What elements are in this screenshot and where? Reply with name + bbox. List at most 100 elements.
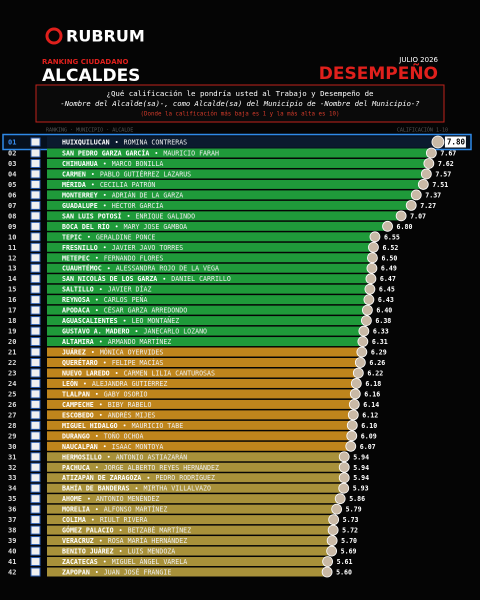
municipality: ALTAMIRA — [62, 338, 94, 346]
municipality: GUADALUPE — [62, 202, 98, 210]
avatar — [347, 409, 359, 421]
party-icon — [30, 399, 41, 409]
mayor: MÓNICA OYERVIDES — [100, 348, 164, 357]
rank: 38 — [8, 527, 16, 535]
avatar — [334, 493, 346, 505]
municipality: SAN LUIS POTOSÍ — [62, 211, 122, 220]
municipality: VERACRUZ — [62, 537, 94, 545]
municipality: ATIZAPÁN DE ZARAGOZA — [62, 473, 141, 482]
separator — [99, 340, 102, 343]
avatar — [321, 566, 333, 578]
rank: 40 — [8, 548, 16, 556]
bar — [47, 242, 376, 252]
rank: 24 — [8, 380, 16, 388]
separator — [99, 413, 102, 416]
bar — [47, 504, 339, 514]
logo-icon — [45, 27, 63, 45]
municipality: ZAPOPAN — [62, 569, 90, 577]
separator — [119, 550, 122, 553]
party-icon — [30, 473, 41, 483]
separator — [115, 141, 118, 143]
avatar — [354, 357, 366, 368]
row-label: APODACA CÉSAR GARZA ARREDONDO — [62, 306, 187, 315]
date: JULIO 2026 — [398, 56, 438, 64]
row-label: HERMOSILLO ANTONIO ASTIAZARÁN — [62, 452, 187, 461]
bar — [47, 347, 364, 357]
row-label: NUEVO LAREDO CARMEN LILIA CANTUROSAS — [62, 369, 215, 377]
bar — [47, 158, 431, 168]
bar — [47, 326, 366, 336]
party-icon — [30, 337, 41, 347]
party-icon — [30, 431, 41, 441]
bar — [47, 525, 336, 535]
municipality: BAHÍA DE BANDERAS — [62, 484, 130, 493]
row-label: JUÁREZ MÓNICA OYERVIDES — [62, 348, 163, 357]
party-icon — [30, 158, 41, 168]
rank: 27 — [8, 411, 16, 419]
municipality: TEPIC — [62, 233, 82, 241]
party-icon — [30, 232, 41, 242]
bar — [47, 337, 365, 347]
bar — [47, 221, 390, 231]
municipality: PACHUCA — [62, 464, 90, 472]
separator — [115, 371, 118, 374]
question-line: ¿Qué calificación le pondría usted al Tr… — [107, 89, 375, 98]
bar — [47, 410, 356, 420]
value-label: 5.93 — [353, 485, 369, 493]
mayor: MAURICIO TABE — [132, 422, 184, 430]
separator — [123, 424, 126, 427]
rank: 17 — [8, 307, 16, 315]
party-icon — [30, 347, 41, 357]
bar — [47, 389, 358, 399]
party-icon — [30, 242, 41, 252]
mayor: LUIS MENDOZA — [128, 548, 176, 556]
value-label: 7.37 — [425, 191, 441, 199]
row-label: DURANGO TOÑO OCHOA — [62, 431, 144, 440]
separator — [95, 571, 98, 573]
municipality: METEPEC — [62, 254, 90, 262]
avatar — [368, 241, 379, 253]
party-icon — [30, 137, 41, 147]
avatar — [395, 210, 407, 222]
bar — [47, 179, 426, 189]
value-label: 6.47 — [380, 275, 396, 283]
bar — [47, 567, 330, 577]
value-label: 6.10 — [361, 422, 377, 430]
bar — [47, 190, 419, 200]
row-label: CAMPECHE BIBY RABELO — [62, 401, 151, 409]
mayor: ANDRÉS MIJES — [108, 410, 156, 419]
value-label: 6.29 — [371, 349, 387, 357]
municipality: BENITO JUÁREZ — [62, 547, 114, 556]
party-icon — [30, 494, 41, 504]
question-note: (Donde la calificación más baja es 1 y l… — [141, 111, 340, 118]
bar — [47, 557, 330, 567]
rank: 35 — [8, 495, 16, 503]
separator — [95, 309, 98, 312]
value-label: 6.16 — [364, 390, 380, 398]
separator — [95, 256, 98, 259]
mayor: DANIEL CARRILLO — [171, 275, 231, 283]
value-label: 6.38 — [375, 317, 391, 325]
separator — [95, 434, 98, 437]
avatar — [326, 535, 338, 546]
municipality: SALTILLO — [62, 286, 94, 294]
avatar — [348, 398, 360, 410]
municipality: APODACA — [62, 307, 90, 315]
bar — [47, 441, 353, 451]
bar — [47, 536, 335, 546]
separator — [155, 152, 158, 154]
mayor: JORGE ALBERTO REYES HERNÁNDEZ — [104, 463, 219, 472]
party-icon — [30, 536, 41, 546]
row-label: TLALPAN GABY OSORIO — [62, 390, 147, 398]
party-icon — [30, 253, 41, 263]
rank: 29 — [8, 432, 16, 440]
separator — [103, 246, 106, 249]
rank: 22 — [8, 359, 16, 367]
municipality: MORELIA — [62, 506, 90, 514]
separator — [91, 518, 94, 521]
party-icon — [30, 368, 41, 378]
bar — [47, 263, 374, 273]
party-icon — [30, 420, 41, 430]
avatar — [358, 325, 370, 337]
row-label: HUIXQUILUCAN ROMINA CONTRERAS — [62, 139, 187, 147]
